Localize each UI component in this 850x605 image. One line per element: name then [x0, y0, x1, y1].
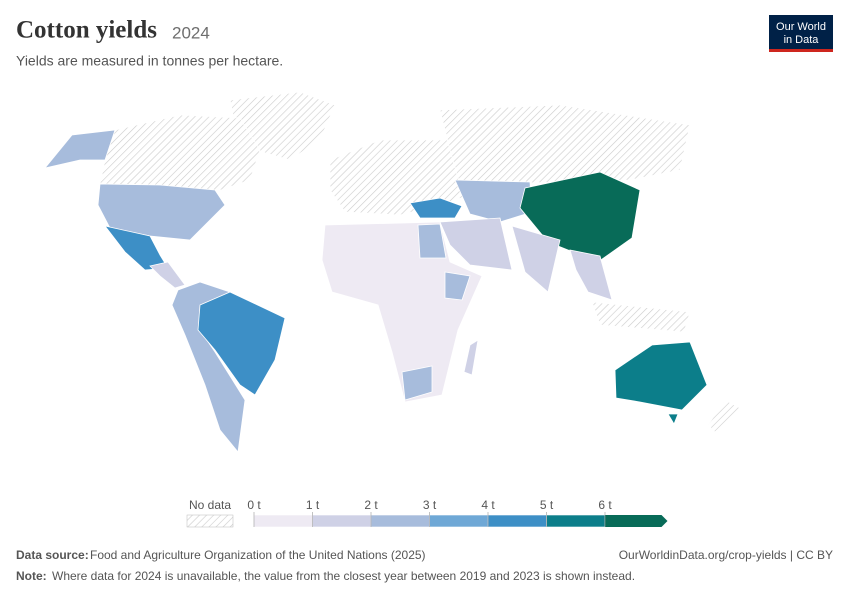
logo[interactable]: Our World in Data — [769, 15, 833, 52]
legend: No data 0 t 1 t 2 t 3 t 4 t 5 t 6 t — [186, 498, 668, 528]
country — [569, 249, 613, 301]
logo-text: in Data — [784, 34, 820, 46]
country — [321, 221, 483, 403]
legend-bin-open — [605, 515, 668, 527]
country — [463, 339, 479, 376]
legend-bin — [370, 514, 430, 528]
url[interactable]: OurWorldinData.org/crop-yields | CC BY — [619, 548, 833, 562]
logo-box — [769, 15, 833, 50]
no-data-region — [99, 114, 261, 193]
logo-bar — [769, 49, 833, 52]
legend-tick-label: 4 t — [481, 498, 495, 512]
world-map — [43, 91, 741, 453]
note-text: Where data for 2024 is unavailable, the … — [52, 569, 635, 583]
legend-bin — [429, 514, 489, 528]
legend-no-data-swatch — [186, 514, 234, 528]
note-label: Note: — [16, 569, 47, 583]
no-data-region — [591, 301, 691, 333]
legend-tick-label: 0 t — [247, 498, 261, 512]
no-data-region — [707, 399, 741, 433]
source-label: Data source: — [16, 548, 89, 562]
legend-tick-label: 1 t — [306, 498, 320, 512]
country — [511, 225, 561, 293]
country — [43, 129, 116, 169]
country — [197, 291, 286, 396]
country — [454, 179, 533, 223]
country — [667, 413, 679, 425]
title-year: 2024 — [172, 23, 210, 42]
legend-bin — [312, 514, 372, 528]
country — [409, 197, 463, 219]
country — [171, 281, 246, 453]
logo-text: Our World — [776, 21, 826, 33]
legend-tick-label: 2 t — [364, 498, 378, 512]
title: Cotton yields — [16, 17, 157, 44]
country — [97, 183, 226, 241]
country — [614, 341, 708, 411]
legend-tick-label: 5 t — [540, 498, 554, 512]
legend-bin — [546, 514, 606, 528]
subtitle: Yields are measured in tonnes per hectar… — [16, 53, 283, 69]
country — [149, 261, 186, 289]
country — [439, 217, 513, 271]
legend-tick-label: 6 t — [598, 498, 612, 512]
legend-tick-label: 3 t — [423, 498, 437, 512]
source-text: Food and Agriculture Organization of the… — [90, 548, 426, 562]
country — [417, 223, 447, 259]
country — [401, 365, 433, 401]
legend-no-data-label: No data — [189, 498, 231, 512]
country — [444, 271, 471, 301]
no-data-region — [439, 104, 691, 186]
legend-bin — [487, 514, 547, 528]
legend-bin — [253, 514, 313, 528]
